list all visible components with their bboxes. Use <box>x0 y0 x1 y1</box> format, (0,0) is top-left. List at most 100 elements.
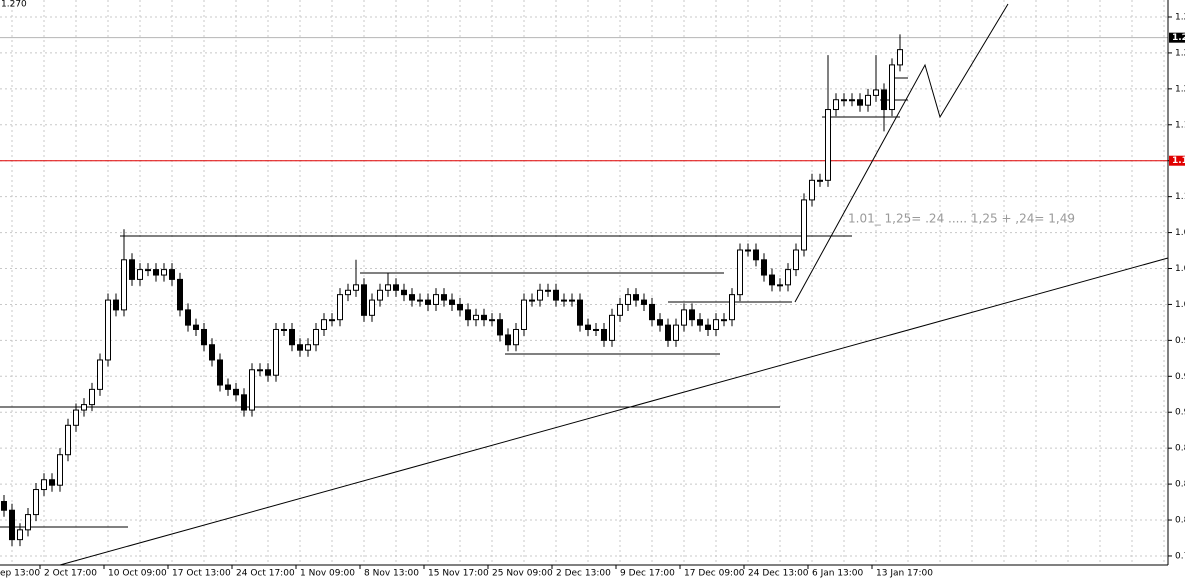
candle-body <box>273 328 279 376</box>
candle-body <box>217 359 223 386</box>
candle-body <box>9 509 15 541</box>
x-tick-label: 15 Nov 17:00 <box>428 569 489 579</box>
price-marker-box <box>1169 32 1185 43</box>
candle-body <box>761 259 767 276</box>
candle-body <box>553 289 559 301</box>
x-tick-label: 10 Oct 09:00 <box>108 569 167 579</box>
candle-body <box>809 179 815 201</box>
candle-body <box>713 319 719 330</box>
candle-body <box>593 328 599 331</box>
y-tick-label: 1.2 <box>1175 12 1185 22</box>
candle-body <box>777 284 783 287</box>
candle-body <box>281 328 287 331</box>
x-tick-label: 9 Dec 17:00 <box>620 569 675 579</box>
candle-body <box>321 319 327 330</box>
candle-body <box>633 294 639 301</box>
candle-body <box>153 269 159 276</box>
candle-body <box>609 314 615 341</box>
x-tick-label: 1 Nov 09:00 <box>300 569 355 579</box>
price-marker-label: 1.1 <box>1172 156 1185 166</box>
candle-body <box>521 299 527 330</box>
candle-body <box>33 489 39 516</box>
candle-body <box>697 319 703 326</box>
candle-body <box>529 299 535 302</box>
candle-body <box>881 89 887 111</box>
candle-body <box>41 479 47 491</box>
candle-body <box>617 303 623 316</box>
candle-body <box>537 289 543 301</box>
candle-body <box>257 369 263 372</box>
candle-body <box>601 328 607 341</box>
candle-body <box>161 269 167 276</box>
candle-body <box>897 49 903 66</box>
candle-body <box>305 344 311 351</box>
x-tick-label: 24 Dec 13:00 <box>748 569 809 579</box>
candle-body <box>377 289 383 301</box>
candle-body <box>585 324 591 330</box>
candle-body <box>729 294 735 321</box>
y-tick-label: 1.0 <box>1175 300 1185 310</box>
candle-body <box>737 249 743 296</box>
candle-body <box>249 369 255 411</box>
candle-body <box>201 328 207 346</box>
x-tick-label: 25 Nov 09:00 <box>492 569 553 579</box>
candle-body <box>97 359 103 390</box>
y-tick-label: 0.8 <box>1175 516 1185 526</box>
x-tick-label: 17 Oct 13:00 <box>172 569 231 579</box>
candle-body <box>73 409 79 426</box>
candle-body <box>233 388 239 396</box>
candle-body <box>137 269 143 280</box>
y-tick-label: 1.2 <box>1175 84 1185 94</box>
price-marker-box <box>1169 155 1185 166</box>
candle-body <box>353 284 359 291</box>
x-tick-label: 17 Dec 09:00 <box>684 569 745 579</box>
y-tick-label: 0.9 <box>1175 336 1185 346</box>
candle-body <box>393 284 399 291</box>
candle-body <box>193 324 199 330</box>
candle-body <box>561 299 567 302</box>
candle-body <box>505 334 511 346</box>
candle-body <box>65 424 71 456</box>
candle-body <box>313 328 319 346</box>
x-tick-label: ep 13:00 <box>0 569 40 579</box>
candle-body <box>497 319 503 336</box>
drawn-lines <box>0 3 1169 566</box>
candle-body <box>425 299 431 305</box>
candle-body <box>121 259 127 311</box>
candle-body <box>265 369 271 376</box>
candle-body <box>81 404 87 411</box>
candle-body <box>641 299 647 305</box>
candle-body <box>705 324 711 330</box>
candle-body <box>673 324 679 341</box>
candle-body <box>441 294 447 301</box>
candle-body <box>873 89 879 96</box>
candle-body <box>745 249 751 252</box>
candle-body <box>169 269 175 280</box>
candle-body <box>17 529 23 541</box>
candle-body <box>185 309 191 326</box>
candle-body <box>857 99 863 106</box>
x-tick-label: 13 Jan 17:00 <box>876 569 933 579</box>
y-tick-label: 1.0 <box>1175 264 1185 274</box>
candle-body <box>145 269 151 272</box>
projection-line <box>794 3 1009 303</box>
candle-body <box>577 299 583 326</box>
candle-body <box>753 249 759 261</box>
candle-body <box>833 99 839 111</box>
y-tick-label: 0.8 <box>1175 444 1185 454</box>
y-tick-label: 0.8 <box>1175 480 1185 490</box>
candle-body <box>849 99 855 102</box>
candle-body <box>409 294 415 301</box>
x-tick-label: 2 Dec 13:00 <box>556 569 611 579</box>
grid <box>0 0 1168 565</box>
y-tick-label: 0.9 <box>1175 372 1185 382</box>
x-tick-label: 2 Oct 17:00 <box>44 569 97 579</box>
candle-body <box>433 294 439 305</box>
y-tick-label: 0.9 <box>1175 408 1185 418</box>
candle-body <box>785 269 791 286</box>
price-marker-label: 1.2 <box>1172 33 1185 43</box>
candle-body <box>481 314 487 321</box>
y-tick-label: 0.7 <box>1175 551 1185 561</box>
candle-body <box>465 309 471 321</box>
